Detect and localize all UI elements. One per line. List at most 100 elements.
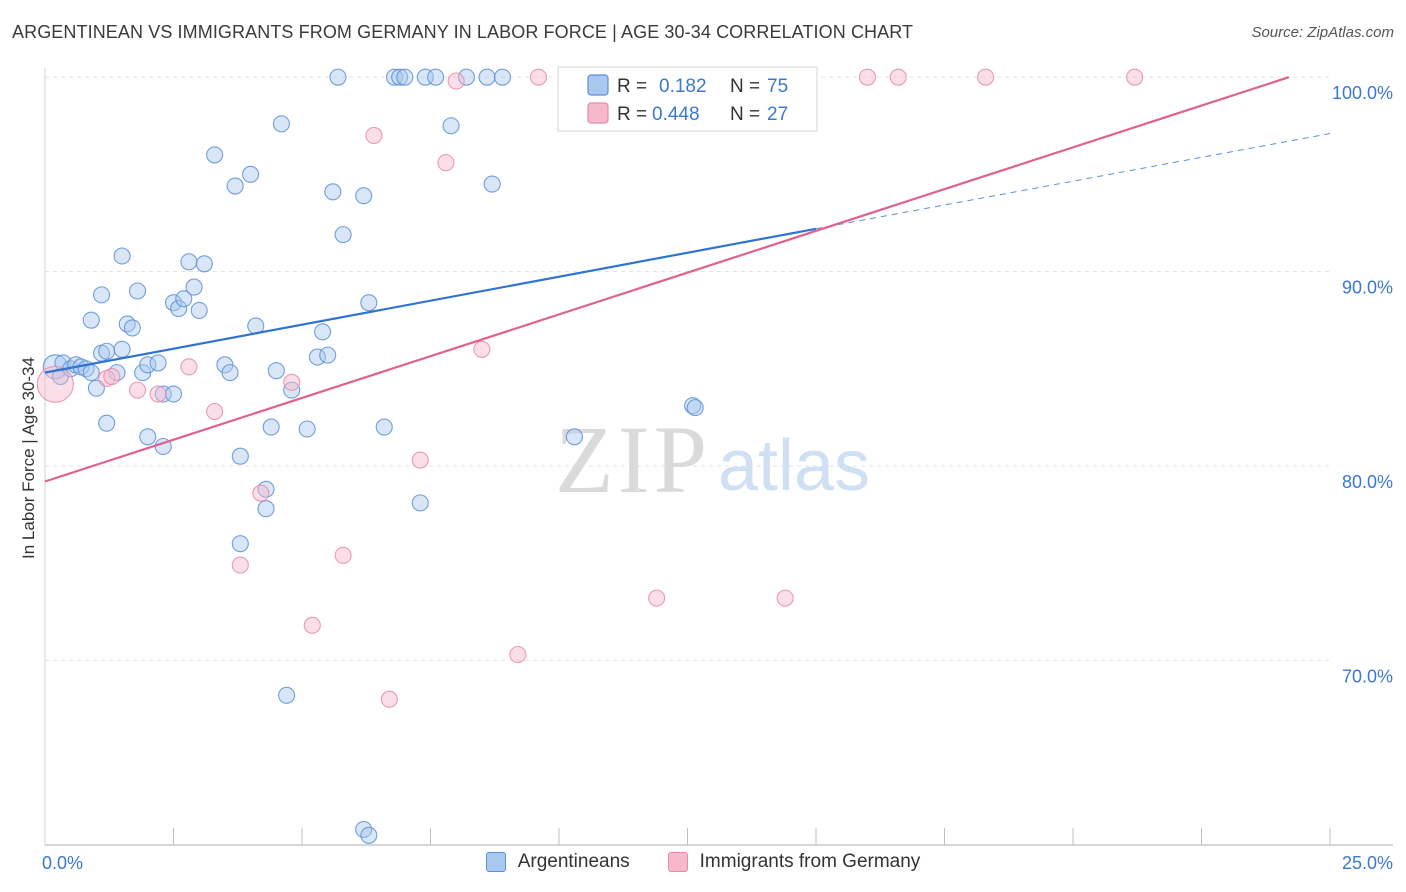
immigrant-point xyxy=(103,367,121,386)
argentinean-point xyxy=(267,362,285,380)
argentinean-point xyxy=(427,68,445,86)
source-label: Source: ZipAtlas.com xyxy=(1251,24,1394,41)
argentinean-point xyxy=(231,447,249,465)
immigrant-point xyxy=(283,373,301,391)
argentinean-point xyxy=(278,686,296,704)
argentinean-trend-line xyxy=(44,227,817,374)
argentinean-point xyxy=(128,282,147,300)
argentinean-point xyxy=(308,348,326,366)
immigrant-point xyxy=(231,556,249,574)
argentinean-point xyxy=(82,364,100,382)
immigrant-point xyxy=(1126,68,1144,86)
argentinean-point xyxy=(375,418,393,436)
legend-r-value-1: 0.182 xyxy=(659,76,707,97)
legend-n-value-2: 27 xyxy=(767,104,788,125)
argentinean-point xyxy=(416,68,434,86)
immigrant-point xyxy=(380,690,398,708)
y-tick-label: 90.0% xyxy=(1342,278,1393,298)
argentinean-point xyxy=(139,356,157,374)
argentinean-point xyxy=(221,364,239,382)
argentinean-point xyxy=(175,290,193,308)
immigrant-point xyxy=(334,546,352,564)
axes: 70.0% 80.0% 90.0% 100.0% 0.0% 25.0% xyxy=(42,68,1393,873)
argentinean-point xyxy=(483,175,501,193)
immigrant-point xyxy=(889,68,907,86)
immigrant-point xyxy=(252,484,270,502)
argentinean-point xyxy=(355,187,373,205)
bottom-legend-label-immigrants: Immigrants from Germany xyxy=(699,851,921,872)
argentinean-point xyxy=(123,319,141,337)
immigrant-point xyxy=(128,381,147,399)
immigrant-point xyxy=(858,68,876,86)
argentinean-point xyxy=(396,68,414,86)
argentinean-point xyxy=(190,301,208,319)
argentinean-point xyxy=(334,226,352,244)
argentinean-point xyxy=(478,68,496,86)
legend-r-label-2: R = xyxy=(617,104,647,125)
immigrant-point xyxy=(365,126,383,145)
immigrant-point xyxy=(473,340,491,358)
argentinean-point xyxy=(565,428,583,446)
argentinean-point xyxy=(113,340,131,358)
bottom-legend-label-argentineans: Argentineans xyxy=(517,851,630,872)
immigrant-point xyxy=(437,154,455,172)
immigrant-point xyxy=(180,358,198,376)
y-axis-label: In Labor Force | Age 30-34 xyxy=(19,357,38,559)
argentinean-point xyxy=(329,68,347,86)
argentinean-point xyxy=(442,117,460,135)
legend-swatch-argentineans xyxy=(587,74,609,96)
argentinean-point xyxy=(226,177,244,195)
argentinean-point xyxy=(92,286,111,304)
argentinean-point xyxy=(164,385,183,403)
argentinean-point xyxy=(493,68,512,86)
trend-lines xyxy=(44,76,1331,483)
bottom-legend: Argentineans Immigrants from Germany xyxy=(0,851,1406,873)
watermark: ZIP atlas xyxy=(555,406,870,513)
immigrant-trend-line xyxy=(44,76,1290,483)
chart-title: ARGENTINEAN VS IMMIGRANTS FROM GERMANY I… xyxy=(12,22,914,42)
argentinean-point xyxy=(206,146,224,164)
argentinean-point xyxy=(272,115,290,133)
argentinean-point xyxy=(411,494,429,512)
immigrant-point xyxy=(149,385,167,403)
bottom-legend-swatch-argentineans xyxy=(485,852,506,872)
argentinean-point xyxy=(298,420,316,438)
argentinean-point xyxy=(231,535,249,553)
argentinean-point xyxy=(257,500,275,518)
argentinean-point xyxy=(98,342,116,360)
legend-n-label-2: N = xyxy=(730,104,760,125)
argentinean-point xyxy=(314,323,332,341)
immigrant-point xyxy=(648,589,666,607)
legend-n-label-1: N = xyxy=(730,76,760,97)
legend-n-value-1: 75 xyxy=(767,76,788,97)
argentinean-point xyxy=(360,826,378,844)
argentinean-point xyxy=(154,385,172,403)
immigrant-point xyxy=(36,365,74,403)
argentinean-point xyxy=(391,68,409,86)
argentinean-point xyxy=(180,253,198,271)
immigrant-point xyxy=(303,616,321,634)
x-tick-label: 0.0% xyxy=(42,853,83,873)
argentinean-point xyxy=(149,354,167,372)
argentinean-point xyxy=(98,414,116,432)
y-tick-label: 100.0% xyxy=(1332,83,1393,103)
y-axis-label-group: In Labor Force | Age 30-34 xyxy=(19,357,38,559)
y-tick-label: 80.0% xyxy=(1342,472,1393,492)
argentinean-point xyxy=(185,278,203,296)
bottom-legend-item-immigrants: Immigrants from Germany xyxy=(667,851,921,873)
immigrant-point xyxy=(509,645,527,664)
argentinean-point xyxy=(324,183,342,201)
argentinean-point xyxy=(113,247,131,265)
bottom-legend-item-argentineans: Argentineans xyxy=(485,851,630,873)
immigrant-point xyxy=(411,451,429,469)
argentinean-point xyxy=(457,68,476,86)
points xyxy=(36,68,1144,844)
legend-r-value-2: 0.448 xyxy=(652,104,700,125)
watermark-atlas: atlas xyxy=(718,426,870,506)
legend-swatch-immigrants xyxy=(587,102,609,124)
correlation-legend: R = 0.182 N = 75 R = 0.448 N = 27 xyxy=(557,66,818,132)
argentinean-point xyxy=(139,428,157,446)
immigrant-point xyxy=(447,72,465,90)
argentinean-point xyxy=(686,399,704,417)
